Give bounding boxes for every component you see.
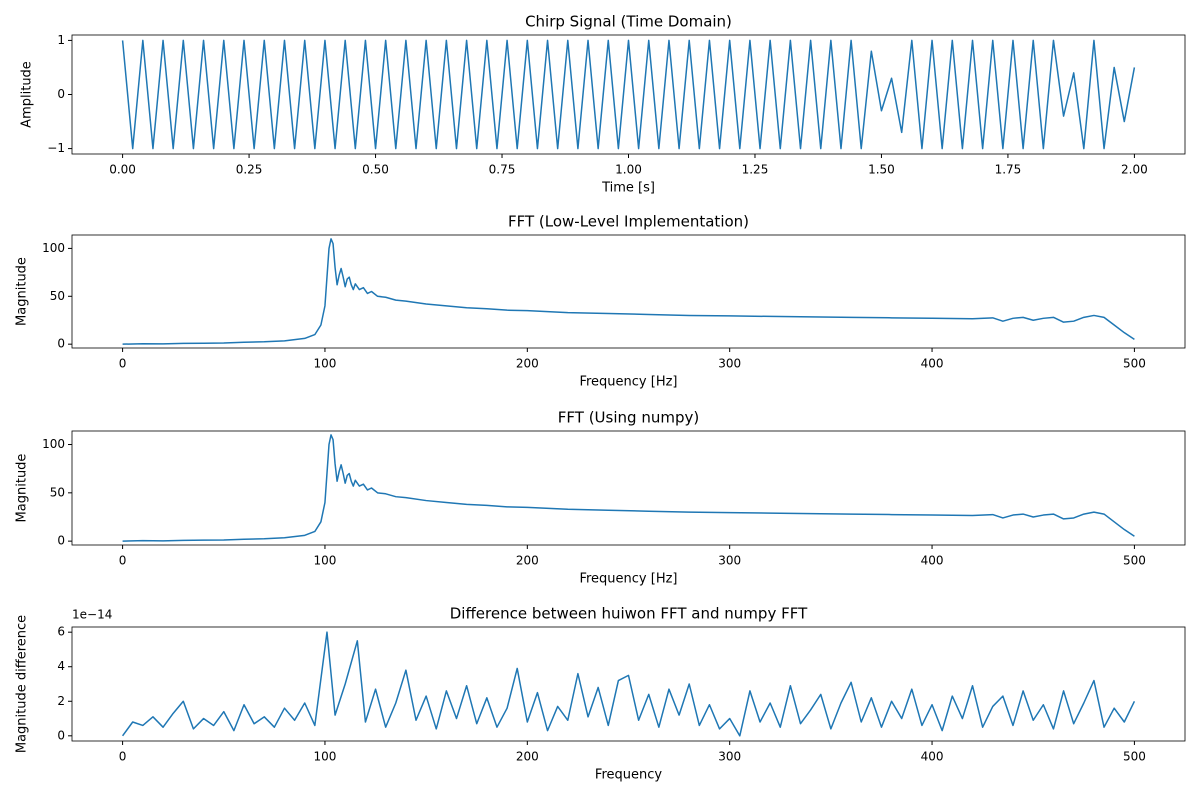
y-tick-label: 1	[57, 33, 65, 47]
x-tick-label: 500	[1123, 554, 1146, 568]
x-axis-label: Frequency [Hz]	[579, 375, 677, 390]
x-tick-label: 1.00	[615, 163, 642, 177]
line-series	[122, 238, 1135, 345]
x-tick-label: 0	[119, 750, 127, 764]
y-axis-label: Magnitude	[15, 454, 30, 523]
x-tick-label: 400	[921, 357, 944, 371]
y-tick-label: 100	[42, 241, 65, 255]
x-tick-label: 300	[718, 554, 741, 568]
x-tick-label: 0.50	[362, 163, 389, 177]
axes-frame	[71, 430, 1186, 546]
axes-frame	[71, 626, 1186, 742]
y-offset-label: 1e−14	[72, 608, 112, 622]
axes-frame	[71, 234, 1186, 349]
x-tick-label: 200	[516, 357, 539, 371]
line-series	[121, 39, 1136, 150]
x-tick-label: 300	[718, 750, 741, 764]
x-tick-label: 1.75	[995, 163, 1022, 177]
subplot-title: FFT (Low-Level Implementation)	[508, 213, 749, 231]
y-tick-label: 100	[42, 437, 65, 451]
x-tick-label: 400	[921, 554, 944, 568]
x-tick-label: 0	[119, 554, 127, 568]
x-tick-label: 500	[1123, 357, 1146, 371]
line-series	[122, 434, 1135, 542]
x-tick-label: 200	[516, 750, 539, 764]
x-axis-label: Time [s]	[601, 181, 655, 196]
x-tick-label: 0.75	[489, 163, 516, 177]
y-tick-label: 50	[50, 289, 65, 303]
y-tick-label: 50	[50, 485, 65, 499]
y-tick-label: 0	[57, 87, 65, 101]
x-tick-label: 0.00	[109, 163, 136, 177]
x-tick-label: 1.50	[868, 163, 895, 177]
y-tick-label: 4	[57, 659, 65, 673]
subplot-title: Difference between huiwon FFT and numpy …	[450, 605, 808, 623]
x-tick-label: 2.00	[1121, 163, 1148, 177]
y-axis-label: Amplitude	[20, 61, 35, 128]
x-tick-label: 1.25	[742, 163, 769, 177]
x-tick-label: 0.25	[236, 163, 263, 177]
x-axis-label: Frequency	[595, 768, 662, 783]
y-tick-label: 6	[57, 625, 65, 639]
x-axis-label: Frequency [Hz]	[579, 572, 677, 587]
x-tick-label: 500	[1123, 750, 1146, 764]
y-tick-label: 0	[57, 534, 65, 548]
y-tick-label: 0	[57, 728, 65, 742]
line-series	[121, 631, 1136, 737]
x-tick-label: 200	[516, 554, 539, 568]
x-tick-label: 0	[119, 357, 127, 371]
x-tick-label: 100	[314, 554, 337, 568]
x-tick-label: 300	[718, 357, 741, 371]
y-axis-label: Magnitude difference	[15, 615, 30, 753]
subplot-title: FFT (Using numpy)	[558, 409, 699, 427]
x-tick-label: 400	[921, 750, 944, 764]
y-tick-label: 2	[57, 694, 65, 708]
x-tick-label: 100	[314, 750, 337, 764]
y-tick-label: 0	[57, 337, 65, 351]
subplot-title: Chirp Signal (Time Domain)	[525, 13, 732, 31]
y-tick-label: −1	[47, 141, 65, 155]
axes-frame	[71, 34, 1186, 155]
y-axis-label: Magnitude	[15, 257, 30, 326]
x-tick-label: 100	[314, 357, 337, 371]
